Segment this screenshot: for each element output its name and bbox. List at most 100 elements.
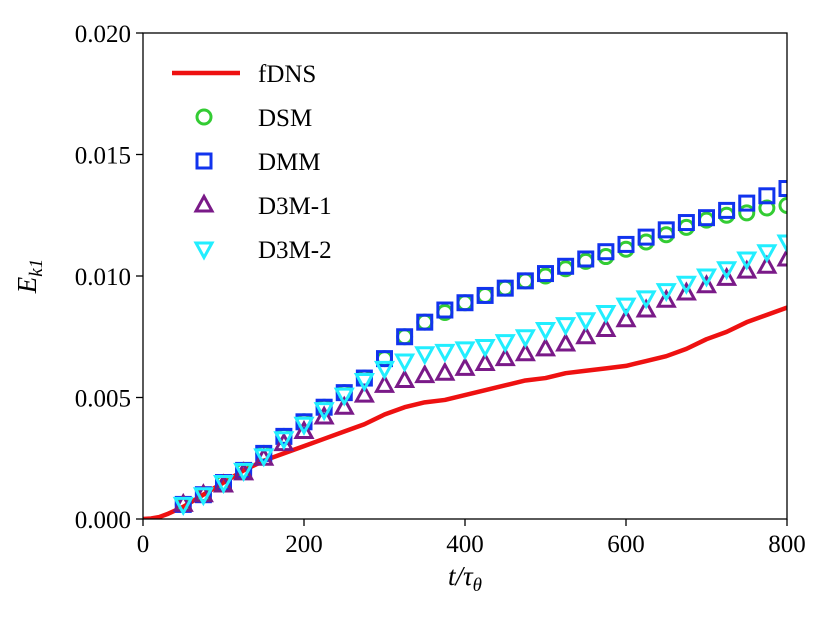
- x-tick-label: 800: [768, 531, 806, 558]
- data-point-d3m-2: [273, 431, 295, 451]
- legend-swatch-marker: [193, 193, 215, 213]
- axis-ticks: 0 200 400 600 800 0.000 0.005 0.010 0.015 0.020: [75, 21, 806, 558]
- data-point-dmm: [617, 235, 635, 253]
- data-point-dmm: [557, 257, 575, 275]
- legend-label: D3M-1: [258, 193, 332, 220]
- data-point-d3m-2: [434, 343, 456, 363]
- data-point-d3m-2: [595, 304, 617, 325]
- data-point-d3m-1: [333, 395, 355, 415]
- data-point-d3m-2: [494, 334, 516, 354]
- data-point-dmm: [537, 265, 554, 283]
- data-point-dmm: [376, 350, 393, 368]
- plot-marks: [143, 180, 787, 519]
- data-point-d3m-2: [655, 283, 677, 303]
- data-point-dsm: [778, 197, 787, 215]
- x-tick-label: 600: [607, 531, 645, 558]
- data-point-d3m-2: [353, 372, 375, 393]
- data-point-dmm: [476, 286, 494, 304]
- data-point-dmm: [516, 272, 534, 290]
- data-point-d3m-2: [253, 448, 275, 468]
- data-point-d3m-1: [635, 298, 657, 318]
- y-axis-label: Ek1: [12, 259, 47, 294]
- data-point-d3m-1: [675, 281, 697, 301]
- y-tick-label: 0.000: [75, 507, 131, 534]
- legend-swatch-marker: [195, 108, 213, 126]
- data-point-d3m-1: [353, 383, 375, 403]
- data-point-dmm: [637, 228, 655, 246]
- x-tick-label: 400: [446, 531, 484, 558]
- data-point-d3m-2: [675, 275, 697, 295]
- data-point-d3m-2: [615, 297, 637, 317]
- series-d3m-2: [172, 234, 787, 517]
- data-point-d3m-2: [313, 402, 335, 422]
- data-point-dmm: [577, 250, 595, 268]
- y-axis-label-main: E: [12, 276, 42, 294]
- legend-label: DSM: [258, 105, 312, 132]
- data-point-dmm: [698, 209, 715, 227]
- data-point-dmm: [456, 294, 474, 312]
- x-tick-label: 200: [285, 531, 323, 558]
- data-point-dmm: [496, 279, 514, 297]
- data-point-d3m-1: [293, 419, 315, 440]
- data-point-dmm: [778, 180, 787, 198]
- data-point-d3m-1: [474, 351, 496, 371]
- legend-swatch-marker: [195, 152, 213, 170]
- data-point-d3m-1: [776, 247, 787, 267]
- legend: fDNS DSM DMM D3M-1 D3M-2: [172, 61, 332, 264]
- data-point-d3m-1: [534, 337, 557, 357]
- data-point-dmm: [396, 328, 414, 346]
- legend-item-dsm: DSM: [195, 105, 312, 132]
- legend-label: DMM: [258, 149, 321, 176]
- y-axis-label-subscript: k1: [26, 259, 47, 277]
- data-point-d3m-1: [394, 368, 416, 388]
- data-point-dmm: [416, 313, 434, 331]
- data-point-dmm: [657, 221, 675, 239]
- data-point-dmm: [436, 301, 454, 319]
- data-point-d3m-2: [474, 338, 496, 359]
- data-point-d3m-2: [293, 416, 315, 436]
- data-point-d3m-1: [555, 332, 577, 352]
- data-point-d3m-2: [233, 462, 255, 483]
- data-point-d3m-2: [736, 251, 758, 271]
- data-point-d3m-2: [756, 244, 778, 264]
- data-point-d3m-2: [575, 312, 597, 332]
- data-point-dsm: [758, 199, 776, 217]
- y-tick-label: 0.010: [75, 264, 131, 291]
- data-point-d3m-1: [454, 356, 476, 376]
- legend-item-d3m-2: D3M-2: [193, 237, 332, 264]
- y-tick-label: 0.020: [75, 21, 131, 48]
- data-point-d3m-1: [655, 288, 677, 308]
- data-point-d3m-2: [172, 496, 194, 517]
- data-point-d3m-2: [635, 290, 657, 310]
- data-point-d3m-2: [514, 329, 536, 349]
- data-point-d3m-1: [756, 254, 778, 274]
- x-tick-label: 0: [137, 531, 150, 558]
- data-point-d3m-1: [414, 364, 436, 384]
- data-point-d3m-1: [313, 405, 335, 425]
- data-point-d3m-2: [333, 387, 355, 407]
- legend-item-d3m-1: D3M-1: [193, 193, 332, 220]
- data-point-d3m-1: [736, 259, 758, 279]
- legend-item-fdns: fDNS: [172, 61, 316, 88]
- x-axis-label-subscript: θ: [473, 575, 482, 596]
- data-point-d3m-1: [373, 373, 396, 393]
- legend-label: fDNS: [258, 61, 316, 88]
- legend-swatch-marker: [193, 241, 215, 261]
- y-tick-label: 0.005: [75, 386, 131, 413]
- data-point-d3m-2: [394, 353, 416, 373]
- data-point-d3m-1: [595, 317, 617, 337]
- data-point-d3m-1: [434, 361, 456, 381]
- data-point-d3m-2: [212, 475, 235, 495]
- data-point-d3m-2: [454, 341, 476, 361]
- data-point-d3m-1: [575, 325, 597, 345]
- data-point-dmm: [718, 201, 736, 219]
- data-point-d3m-1: [695, 274, 718, 294]
- data-point-d3m-2: [695, 268, 718, 288]
- data-point-dmm: [758, 187, 776, 205]
- data-point-d3m-1: [615, 308, 637, 328]
- data-point-dmm: [738, 194, 756, 212]
- data-point-dmm: [597, 243, 615, 261]
- x-axis-label-main: t/τ: [448, 561, 474, 591]
